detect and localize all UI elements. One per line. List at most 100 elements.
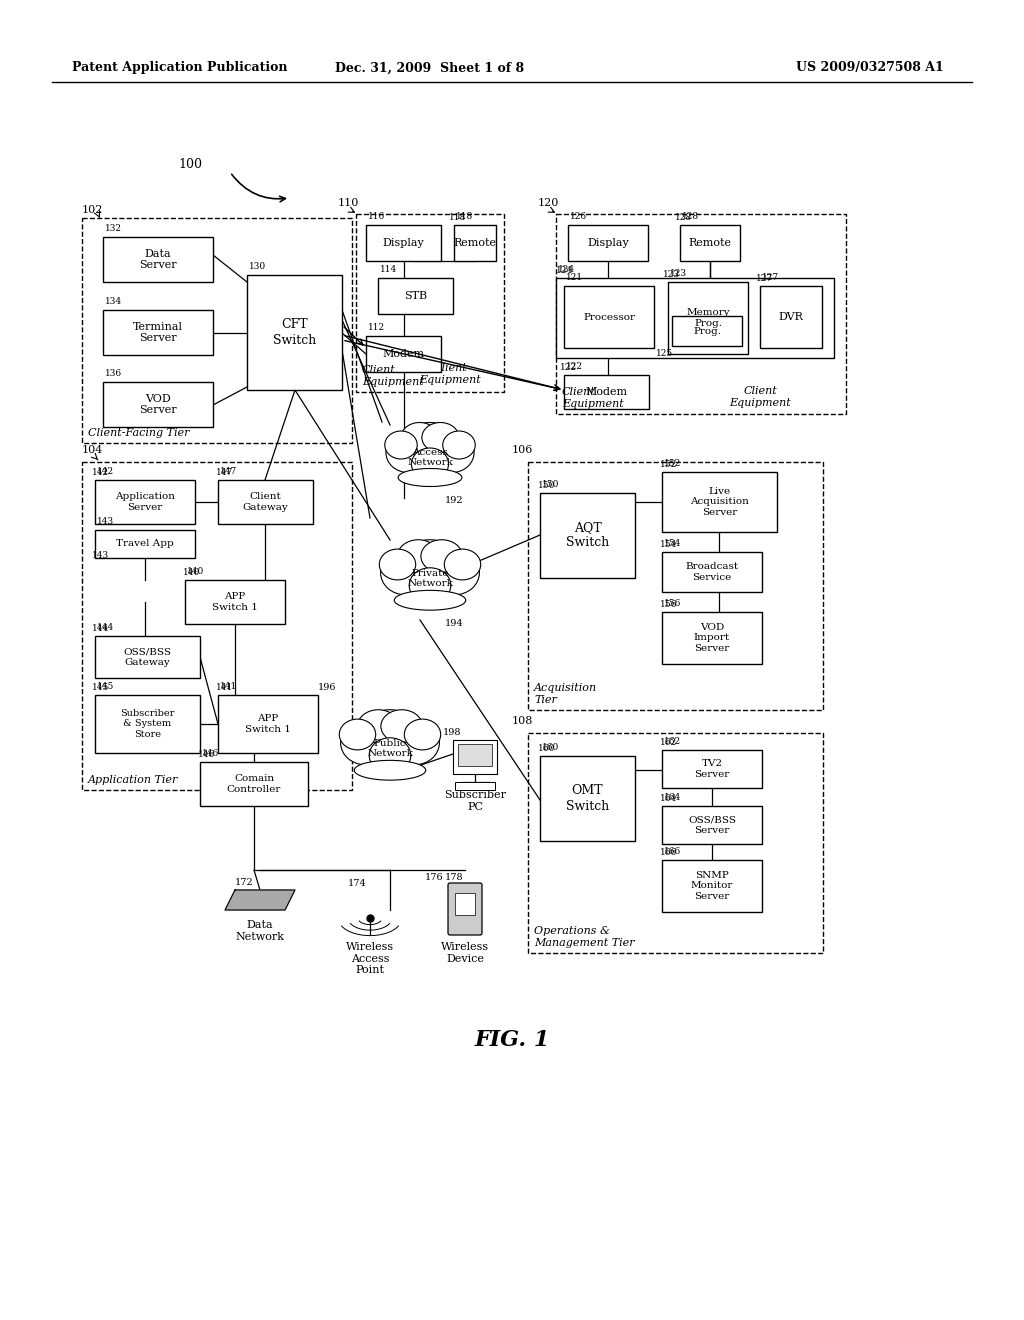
Text: APP
Switch 1: APP Switch 1 <box>245 714 291 734</box>
Text: 164: 164 <box>660 795 677 803</box>
Text: DVR: DVR <box>778 312 804 322</box>
Bar <box>662 473 777 532</box>
Text: 162: 162 <box>664 737 681 746</box>
Polygon shape <box>225 890 295 909</box>
Text: FIG. 1: FIG. 1 <box>474 1030 550 1051</box>
Bar <box>662 861 762 912</box>
Ellipse shape <box>379 549 416 579</box>
Text: Application Tier: Application Tier <box>88 775 178 785</box>
Text: Operations &
Management Tier: Operations & Management Tier <box>534 927 635 948</box>
Ellipse shape <box>341 721 390 764</box>
Bar <box>82 218 352 444</box>
Text: Client
Equipment: Client Equipment <box>562 387 624 409</box>
Text: Client
Equipment: Client Equipment <box>419 363 481 385</box>
Ellipse shape <box>404 719 440 750</box>
Text: 100: 100 <box>178 158 202 172</box>
Text: OMT
Switch: OMT Switch <box>566 784 609 813</box>
Bar <box>556 214 846 414</box>
Text: 114: 114 <box>380 265 397 275</box>
Text: 125: 125 <box>656 348 673 358</box>
Text: Prog.: Prog. <box>693 326 721 335</box>
Ellipse shape <box>354 710 426 771</box>
Ellipse shape <box>401 422 438 453</box>
FancyBboxPatch shape <box>449 883 482 935</box>
Bar <box>760 286 822 348</box>
Text: 122: 122 <box>560 363 577 372</box>
Bar <box>662 750 762 788</box>
Ellipse shape <box>398 469 462 487</box>
Text: TV2
Server: TV2 Server <box>694 759 730 779</box>
Text: Live
Acquisition
Server: Live Acquisition Server <box>690 487 749 517</box>
Text: APP
Switch 1: APP Switch 1 <box>212 593 258 611</box>
Text: 136: 136 <box>105 370 122 378</box>
Bar <box>356 214 504 392</box>
Text: Modem: Modem <box>586 387 628 397</box>
Bar <box>455 781 495 789</box>
Text: 112: 112 <box>368 323 385 333</box>
Text: 145: 145 <box>97 682 115 690</box>
Ellipse shape <box>354 760 426 780</box>
Text: 145: 145 <box>92 682 110 692</box>
Text: Display: Display <box>383 238 424 248</box>
Bar <box>568 224 648 261</box>
Text: Wireless
Access
Point: Wireless Access Point <box>346 942 394 975</box>
Text: 176: 176 <box>425 873 443 882</box>
Text: Access
Network: Access Network <box>408 447 453 467</box>
Text: VOD
Server: VOD Server <box>139 393 177 416</box>
Bar <box>556 279 834 358</box>
Text: 118: 118 <box>449 213 466 222</box>
Text: 144: 144 <box>92 624 110 634</box>
Text: Acquisition
Tier: Acquisition Tier <box>534 684 597 705</box>
Ellipse shape <box>442 432 475 459</box>
Text: 142: 142 <box>92 469 110 477</box>
Text: OSS/BSS
Gateway: OSS/BSS Gateway <box>124 647 171 667</box>
Text: 198: 198 <box>443 729 462 737</box>
Text: STB: STB <box>403 290 427 301</box>
Bar <box>540 756 635 841</box>
Text: 116: 116 <box>368 213 385 220</box>
Text: 134: 134 <box>105 297 122 306</box>
Text: Client-Facing Tier: Client-Facing Tier <box>88 428 189 438</box>
Text: Terminal
Server: Terminal Server <box>133 322 183 343</box>
Text: Remote: Remote <box>454 238 497 248</box>
Text: 154: 154 <box>664 539 681 548</box>
Text: Data
Server: Data Server <box>139 248 177 271</box>
Bar <box>103 310 213 355</box>
Bar <box>218 696 318 752</box>
Ellipse shape <box>444 549 480 579</box>
Text: 156: 156 <box>664 599 681 609</box>
Ellipse shape <box>430 433 474 473</box>
Ellipse shape <box>398 422 462 478</box>
Text: VOD
Import
Server: VOD Import Server <box>694 623 730 653</box>
Bar <box>366 337 441 372</box>
Ellipse shape <box>390 721 439 764</box>
Text: CFT
Switch: CFT Switch <box>272 318 316 346</box>
Text: Client
Equipment: Client Equipment <box>729 387 791 408</box>
Text: 162: 162 <box>660 738 677 747</box>
Text: Processor: Processor <box>583 313 635 322</box>
Text: Dec. 31, 2009  Sheet 1 of 8: Dec. 31, 2009 Sheet 1 of 8 <box>336 62 524 74</box>
Text: 120: 120 <box>538 198 559 209</box>
Bar <box>378 279 453 314</box>
Bar <box>82 462 352 789</box>
Bar <box>668 282 748 354</box>
Text: 196: 196 <box>318 682 337 692</box>
Text: Travel App: Travel App <box>116 540 174 549</box>
Text: 150: 150 <box>542 480 559 488</box>
Text: 164: 164 <box>664 793 681 803</box>
Bar <box>95 636 200 678</box>
Bar <box>662 552 762 591</box>
Text: 144: 144 <box>97 623 115 632</box>
Bar <box>218 480 313 524</box>
Text: 128: 128 <box>682 213 699 220</box>
Text: Wireless
Device: Wireless Device <box>441 942 489 964</box>
Ellipse shape <box>370 738 411 774</box>
Text: 123: 123 <box>670 269 687 279</box>
Ellipse shape <box>394 540 466 601</box>
Text: 166: 166 <box>660 847 677 857</box>
Text: 143: 143 <box>92 550 110 560</box>
Text: 174: 174 <box>348 879 367 888</box>
Bar <box>95 480 195 524</box>
Text: 192: 192 <box>445 496 464 506</box>
Bar <box>540 492 635 578</box>
